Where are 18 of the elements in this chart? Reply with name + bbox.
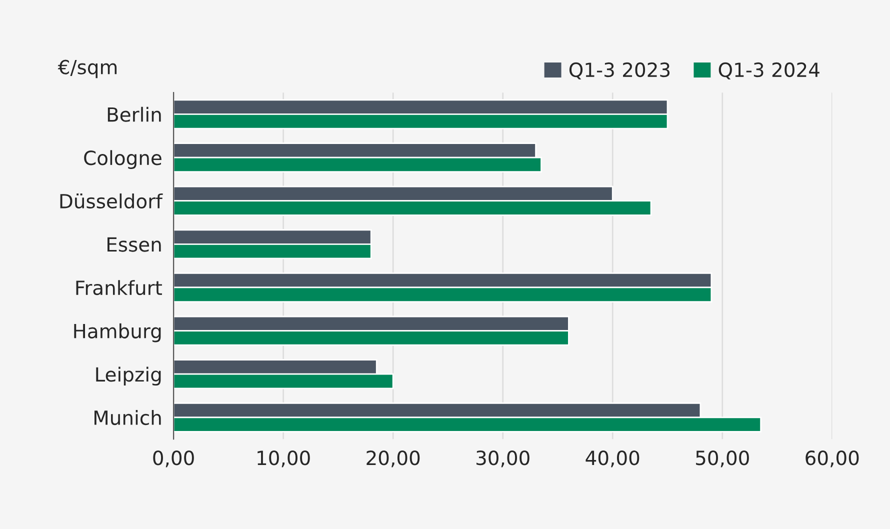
y-tick-label: Hamburg <box>74 323 161 342</box>
y-tick-label: Munich <box>94 410 161 426</box>
x-tick-label: 60,00 <box>806 450 859 468</box>
y-tick-label: Düsseldorf <box>60 193 163 209</box>
x-tick-label: 20,00 <box>366 450 420 468</box>
legend-label: Q1-3 2023 <box>569 62 670 80</box>
y-tick-label: Berlin <box>108 106 161 122</box>
y-tick-label: Leipzig <box>96 366 161 386</box>
x-tick-label: 40,00 <box>586 450 640 468</box>
legend-label: Q1-3 2024 <box>718 62 820 80</box>
x-tick-label: 30,00 <box>476 450 530 468</box>
y-axis-title: €/sqm <box>58 60 117 78</box>
y-tick-label: Essen <box>108 237 161 252</box>
y-tick-label: Cologne <box>84 150 162 169</box>
x-tick-label: 10,00 <box>258 450 310 468</box>
x-tick-label: 0,00 <box>153 450 194 468</box>
x-tick-label: 50,00 <box>696 450 749 468</box>
y-tick-label: Frankfurt <box>76 280 162 296</box>
